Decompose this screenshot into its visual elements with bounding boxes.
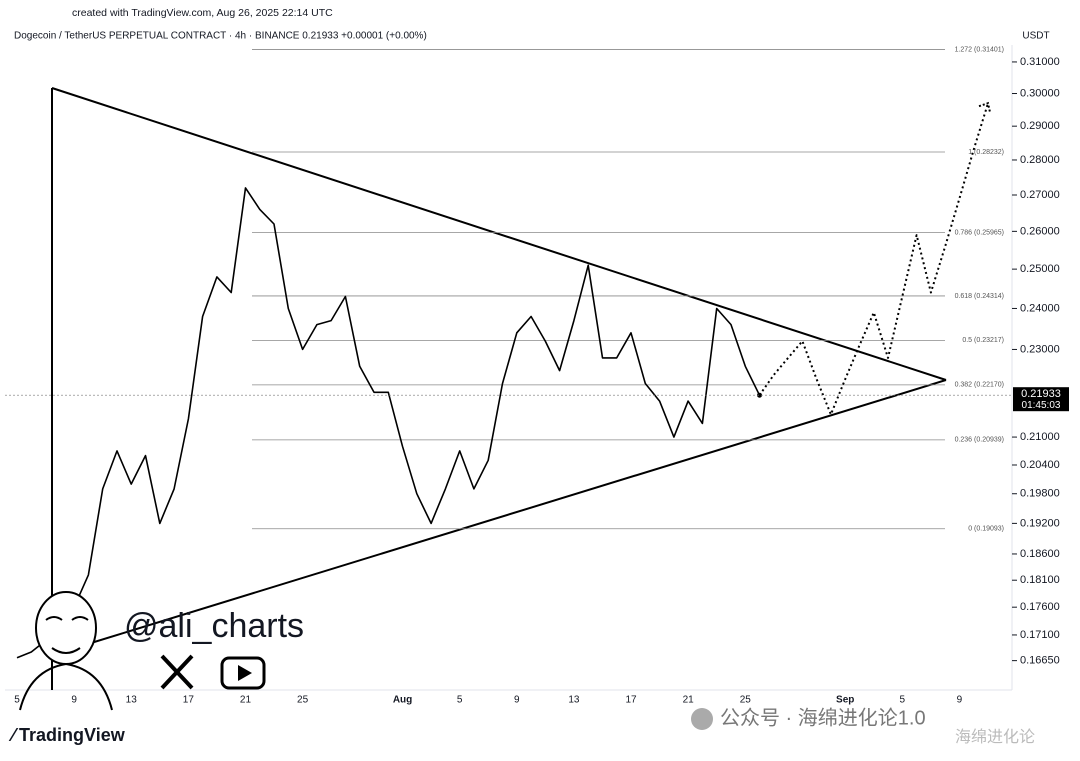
play-icon [220, 656, 266, 690]
x-tick-label: 5 [900, 695, 906, 706]
created-note: created with TradingView.com, Aug 26, 20… [72, 7, 333, 19]
x-tick-label: 13 [126, 695, 138, 706]
y-tick-label: 0.26000 [1020, 225, 1060, 237]
x-tick-label: 21 [683, 695, 695, 706]
y-tick-label: 0.20400 [1020, 459, 1060, 471]
y-tick-label: 0.28000 [1020, 154, 1060, 166]
y-tick-label: 0.17100 [1020, 629, 1060, 641]
x-tick-label: 5 [14, 695, 20, 706]
projection-line [758, 102, 989, 416]
y-tick-label: 0.16650 [1020, 655, 1060, 667]
triangle-lower [51, 379, 947, 656]
x-tick-label: 9 [71, 695, 77, 706]
wechat-icon [691, 708, 713, 730]
x-tick-label: 21 [240, 695, 252, 706]
wechat-small: 海绵进化论 [955, 728, 1035, 746]
y-tick-label: 0.31000 [1020, 56, 1060, 68]
x-tick-label: 9 [957, 695, 963, 706]
currency-label: USDT [1022, 31, 1049, 42]
last-price-tag [1013, 387, 1069, 412]
fib-label: 0 (0.19093) [968, 526, 1004, 533]
y-tick-label: 0.23000 [1020, 343, 1060, 355]
projection-arrowhead [978, 101, 991, 113]
y-tick-label: 0.18100 [1020, 574, 1060, 586]
avatar [19, 591, 113, 711]
x-tick-label: 25 [740, 695, 752, 706]
x-tick-label: 25 [297, 695, 309, 706]
y-tick-label: 0.27000 [1020, 189, 1060, 201]
fib-label: 1.272 (0.31401) [955, 46, 1004, 53]
fib-group: 1.272 (0.31401) 1 (0.28232) 0.786 (0.25965… [252, 46, 1004, 533]
fib-label: 0.618 (0.24314) [955, 293, 1004, 300]
y-tick-label: 0.21000 [1020, 431, 1060, 443]
last-price-label: 0.21933 [1021, 388, 1061, 400]
x-tick-label: Sep [836, 695, 854, 706]
triangle-drawing [51, 87, 947, 690]
fib-label: 1 (0.28232) [968, 149, 1004, 156]
y-tick-label: 0.29000 [1020, 120, 1060, 132]
y-tick-label: 0.17600 [1020, 601, 1060, 613]
fib-label: 0.786 (0.25965) [955, 229, 1004, 236]
tv-logo: ⁄ TradingView [8, 725, 126, 745]
price-line [16, 187, 761, 659]
wechat-text: 公众号 · 海绵进化论1.0 [720, 706, 926, 729]
play-triangle [238, 665, 252, 681]
symbol-title: Dogecoin / TetherUS PERPETUAL CONTRACT ·… [14, 31, 427, 42]
tv-text: TradingView [19, 725, 126, 745]
y-tick-label: 0.18600 [1020, 548, 1060, 560]
x-tick-label: 17 [183, 695, 195, 706]
triangle-upper [51, 87, 947, 381]
avatar-lines [19, 616, 113, 711]
fib-label: 0.236 (0.20939) [955, 437, 1004, 444]
fib-label: 0.5 (0.23217) [962, 337, 1004, 344]
handle: @ali_charts [124, 607, 304, 645]
y-tick-label: 0.19800 [1020, 488, 1060, 500]
x-tick-label: 13 [568, 695, 580, 706]
x-tick-label: Aug [393, 695, 412, 706]
countdown-label: 01:45:03 [1022, 400, 1061, 411]
x-icon [160, 654, 194, 690]
y-tick-label: 0.25000 [1020, 263, 1060, 275]
x-tick-label: 9 [514, 695, 520, 706]
y-tick-label: 0.24000 [1020, 302, 1060, 314]
x-tick-label: 5 [457, 695, 463, 706]
y-tick-label: 0.19200 [1020, 517, 1060, 529]
x-icon-stroke [160, 654, 194, 690]
tv-mark: ⁄ [8, 725, 19, 745]
x-tick-label: 17 [625, 695, 637, 706]
fib-label: 0.382 (0.22170) [955, 382, 1004, 389]
series-group [16, 101, 991, 659]
y-tick-label: 0.30000 [1020, 87, 1060, 99]
